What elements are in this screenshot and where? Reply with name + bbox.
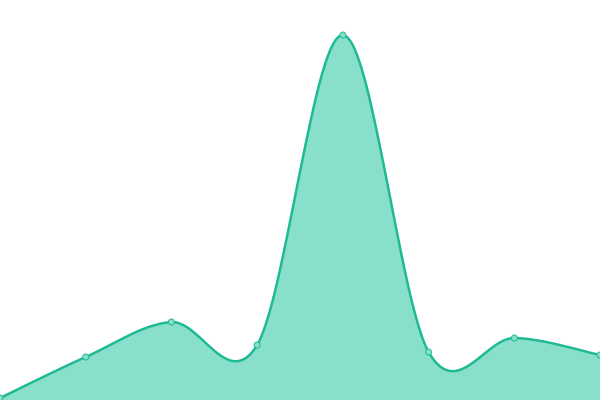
point-marker xyxy=(82,353,90,361)
point-marker xyxy=(167,318,175,326)
point-marker xyxy=(339,31,347,39)
point-marker xyxy=(253,341,261,349)
area-line xyxy=(0,33,600,400)
area-fill xyxy=(0,34,600,400)
point-marker xyxy=(510,334,518,342)
point-marker xyxy=(0,394,4,400)
point-marker xyxy=(596,351,600,359)
point-marker xyxy=(425,348,433,356)
